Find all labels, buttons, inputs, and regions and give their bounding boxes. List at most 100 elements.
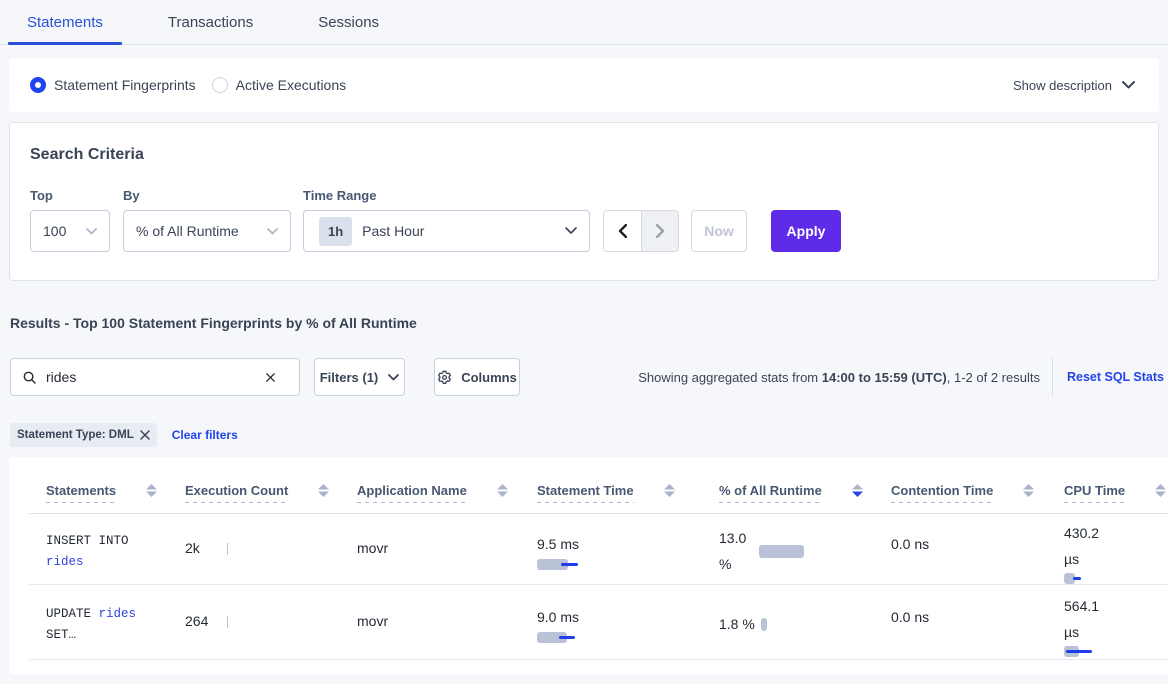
tab-transactions[interactable]: Transactions [149, 0, 272, 45]
runtime-percent-value: 13.0 % [719, 530, 747, 572]
column-header--of-all-runtime: % of All Runtime [702, 457, 874, 513]
sort-icon[interactable] [1155, 484, 1167, 497]
application-name-value: movr [357, 613, 389, 629]
divider [1051, 358, 1053, 396]
execution-count-value: 2k [185, 540, 200, 556]
apply-button[interactable]: Apply [771, 210, 841, 252]
cpu-time-bar [1064, 645, 1124, 658]
sort-icon[interactable] [851, 484, 863, 497]
time-prev-button[interactable] [604, 211, 641, 251]
remove-filter-icon[interactable] [139, 430, 150, 440]
show-description-label: Show description [1013, 77, 1112, 93]
chevron-left-icon [618, 224, 627, 238]
cpu-time-value: 564.1 µs [1064, 597, 1100, 640]
columns-button[interactable]: Columns [434, 358, 520, 396]
time-range-label: Time Range [303, 188, 377, 203]
tab-transactions-label: Transactions [167, 14, 254, 31]
stats-summary: Showing aggregated stats from 14:00 to 1… [638, 358, 1164, 396]
application-name-value: movr [357, 540, 389, 556]
now-button[interactable]: Now [691, 210, 747, 252]
filter-tag-statement-type[interactable]: Statement Type: DML [10, 423, 157, 447]
search-input[interactable] [46, 369, 266, 385]
show-description-toggle[interactable]: Show description [1013, 78, 1135, 93]
runtime-percent-bar [759, 544, 804, 558]
radio-statement-fingerprints-label: Statement Fingerprints [54, 77, 196, 93]
sort-icon[interactable] [146, 484, 158, 497]
chevron-down-icon [388, 373, 400, 380]
column-header-label[interactable]: Execution Count [185, 483, 289, 503]
statement-link[interactable]: rides [46, 555, 84, 569]
contention-time-value: 0.0 ns [891, 535, 930, 552]
filters-button[interactable]: Filters (1) [314, 358, 405, 396]
chevron-down-icon [565, 227, 577, 234]
gear-icon [438, 370, 452, 384]
time-next-button[interactable] [641, 211, 678, 251]
reset-sql-stats-link[interactable]: Reset SQL Stats [1066, 370, 1164, 384]
column-header-label[interactable]: Application Name [357, 483, 467, 503]
statement-fingerprint: UPDATE rides SET… [46, 604, 168, 646]
time-range-select[interactable]: 1h Past Hour [303, 210, 590, 252]
chevron-down-icon [267, 227, 278, 234]
results-controls: Filters (1) Columns Showing aggregated s… [10, 358, 1164, 396]
sql-activity-tabbar: Statements Transactions Sessions [0, 0, 1168, 45]
sort-icon[interactable] [663, 484, 675, 497]
clear-filters-link[interactable]: Clear filters [171, 428, 238, 442]
column-header-label[interactable]: Contention Time [891, 483, 994, 503]
search-criteria-card: Search Criteria Top 100 By % of All Runt… [9, 122, 1159, 281]
search-box [10, 358, 300, 396]
time-nav-group [603, 210, 679, 252]
sort-icon[interactable] [1023, 484, 1035, 497]
execution-count-bar [227, 543, 228, 555]
cpu-time-value: 430.2 µs [1064, 524, 1100, 567]
execution-count-value: 264 [185, 613, 209, 629]
chevron-down-icon [1122, 81, 1135, 89]
table-row: INSERT INTO rides 2k movr 9.5 ms 13.0 % 0.0 ns… [29, 514, 1168, 585]
statement-text: INSERT INTO [46, 534, 129, 548]
filter-tag-label: Statement Type: DML [17, 429, 134, 441]
time-range-badge: 1h [319, 216, 353, 246]
search-icon [23, 371, 36, 384]
column-header-label[interactable]: Statement Time [537, 483, 634, 503]
statement-link[interactable]: rides [98, 607, 137, 621]
tab-statements[interactable]: Statements [8, 0, 122, 45]
tab-sessions[interactable]: Sessions [299, 0, 398, 45]
column-header-application-name: Application Name [340, 457, 520, 513]
statement-time-value: 9.0 ms [537, 608, 580, 625]
radio-active-executions-label: Active Executions [235, 77, 347, 93]
table-header-row: Statements Execution Count Application N… [29, 457, 1168, 514]
tab-statements-label: Statements [27, 14, 103, 31]
top-select[interactable]: 100 [30, 210, 110, 252]
view-mode-band: Statement Fingerprints Active Executions… [9, 58, 1159, 112]
statements-table-card: Statements Execution Count Application N… [9, 457, 1168, 674]
clear-search-icon[interactable] [266, 372, 275, 382]
sort-icon[interactable] [318, 484, 330, 497]
column-header-contention-time: Contention Time [874, 457, 1047, 513]
sort-icon[interactable] [496, 484, 508, 497]
stats-range: 14:00 to 15:59 (UTC) [821, 369, 947, 385]
radio-active-executions[interactable]: Active Executions [211, 77, 347, 93]
contention-time-bar [891, 631, 951, 644]
column-header-label[interactable]: CPU Time [1064, 483, 1126, 503]
by-label: By [123, 188, 140, 203]
top-select-value: 100 [43, 223, 67, 239]
column-header-statement-time: Statement Time [520, 457, 702, 513]
radio-selected-icon [30, 77, 46, 93]
radio-unselected-icon [211, 77, 228, 93]
column-header-statements: Statements [29, 457, 168, 513]
contention-time-bar [891, 558, 951, 571]
radio-statement-fingerprints[interactable]: Statement Fingerprints [30, 77, 196, 93]
cpu-time-bar [1064, 572, 1124, 585]
search-criteria-title: Search Criteria [30, 146, 144, 163]
column-header-label[interactable]: Statements [46, 483, 117, 503]
columns-button-label: Columns [461, 369, 517, 385]
tab-sessions-label: Sessions [318, 14, 380, 31]
statement-time-bar [537, 558, 597, 571]
statements-table: Statements Execution Count Application N… [29, 457, 1168, 660]
filters-button-label: Filters (1) [319, 369, 379, 385]
top-label: Top [30, 188, 53, 203]
by-select[interactable]: % of All Runtime [123, 210, 291, 252]
column-header-label[interactable]: % of All Runtime [719, 483, 822, 503]
chevron-right-icon [655, 224, 664, 238]
statement-time-bar [537, 631, 597, 644]
column-header-execution-count: Execution Count [168, 457, 340, 513]
